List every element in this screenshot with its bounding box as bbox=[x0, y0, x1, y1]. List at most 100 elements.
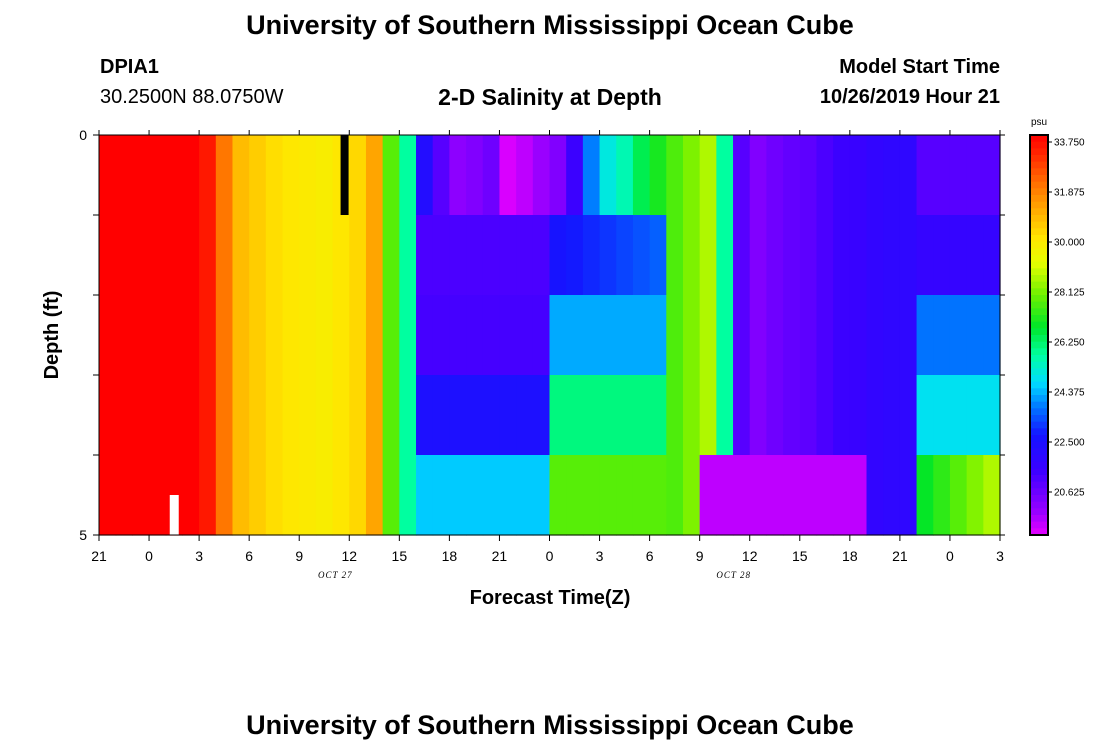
heatmap-cell bbox=[549, 135, 567, 216]
heatmap-cell bbox=[883, 455, 901, 536]
heatmap-cell bbox=[716, 375, 734, 456]
heatmap-cell bbox=[449, 455, 467, 536]
colorbar-swatch bbox=[1030, 228, 1048, 236]
heatmap-cell bbox=[799, 295, 818, 376]
heatmap-cell bbox=[799, 375, 818, 456]
colorbar-swatch bbox=[1030, 415, 1048, 423]
heatmap-cell bbox=[733, 135, 751, 216]
heatmap-cell bbox=[949, 455, 968, 536]
colorbar-frame bbox=[1029, 134, 1049, 536]
heatmap-cell bbox=[132, 375, 150, 456]
heatmap-cell bbox=[699, 455, 717, 536]
heatmap-cell bbox=[883, 375, 901, 456]
heatmap-cell bbox=[416, 455, 434, 536]
heatmap-cell bbox=[232, 375, 250, 456]
colorbar-swatch bbox=[1030, 508, 1048, 516]
heatmap-cell bbox=[482, 375, 501, 456]
heatmap-cell bbox=[365, 375, 384, 456]
heatmap-cell bbox=[215, 295, 234, 376]
heatmap-cell bbox=[799, 215, 818, 296]
heatmap-cell bbox=[749, 215, 768, 296]
colorbar-swatch bbox=[1030, 221, 1048, 229]
colorbar-swatch bbox=[1030, 348, 1048, 356]
heatmap-cell bbox=[232, 295, 250, 376]
heatmap-cell bbox=[682, 295, 701, 376]
heatmap-cell bbox=[115, 455, 133, 536]
heatmap-cell bbox=[649, 215, 667, 296]
x-tick-label: 21 bbox=[91, 548, 107, 564]
heatmap-cell bbox=[315, 375, 334, 456]
colorbar-swatch bbox=[1030, 481, 1048, 489]
heatmap-cell bbox=[182, 135, 200, 216]
heatmap-cell bbox=[716, 135, 734, 216]
colorbar-swatch bbox=[1030, 401, 1048, 409]
heatmap-cell bbox=[399, 375, 417, 456]
heatmap-cell bbox=[816, 215, 834, 296]
heatmap-cell bbox=[432, 135, 450, 216]
colorbar-swatch bbox=[1030, 361, 1048, 369]
x-tick-label: 21 bbox=[892, 548, 908, 564]
heatmap-cell bbox=[365, 455, 384, 536]
heatmap-cell bbox=[282, 135, 300, 216]
heatmap-cell bbox=[265, 455, 284, 536]
heatmap-cell bbox=[416, 135, 434, 216]
colorbar-swatch bbox=[1030, 141, 1048, 149]
heatmap-cell bbox=[466, 295, 484, 376]
heatmap-cell bbox=[365, 295, 384, 376]
heatmap-cell bbox=[532, 215, 551, 296]
colorbar-swatch bbox=[1030, 181, 1048, 189]
heatmap-cell bbox=[983, 135, 1001, 216]
heatmap-cell bbox=[783, 375, 801, 456]
heatmap-cell bbox=[382, 375, 400, 456]
heatmap-cell bbox=[215, 375, 234, 456]
colorbar-swatch bbox=[1030, 155, 1048, 163]
colorbar-swatch bbox=[1030, 188, 1048, 196]
heatmap-cell bbox=[949, 295, 968, 376]
heatmap-cell bbox=[916, 295, 934, 376]
heatmap-cell bbox=[566, 135, 584, 216]
x-tick-label: 15 bbox=[792, 548, 808, 564]
heatmap-cell bbox=[532, 295, 551, 376]
heatmap-cell bbox=[315, 215, 334, 296]
heatmap-cell bbox=[599, 375, 617, 456]
heatmap-cell bbox=[215, 135, 234, 216]
x-tick-label: 0 bbox=[946, 548, 954, 564]
colorbar-swatch bbox=[1030, 455, 1048, 463]
heatmap-cell bbox=[899, 135, 918, 216]
heatmap-cell bbox=[516, 455, 534, 536]
heatmap-cell bbox=[382, 135, 400, 216]
heatmap-cell bbox=[99, 215, 117, 296]
heatmap-cell bbox=[966, 375, 984, 456]
heatmap-cell bbox=[566, 215, 584, 296]
heatmap-cell bbox=[416, 375, 434, 456]
colorbar-swatch bbox=[1030, 335, 1048, 343]
colorbar-swatch bbox=[1030, 341, 1048, 349]
heatmap-cell bbox=[899, 295, 918, 376]
heatmap-cell bbox=[866, 215, 884, 296]
chart-axes: 21 0 3 6 9 12 15 18 21 0 3 6 9 12 15 18 21 0 3 OCT 27 OCT 28… bbox=[41, 127, 1005, 609]
colorbar-swatch bbox=[1030, 435, 1048, 443]
heatmap-cell bbox=[682, 215, 701, 296]
x-tick-label: 18 bbox=[442, 548, 458, 564]
heatmap-cell bbox=[165, 215, 184, 296]
heatmap-cell bbox=[349, 375, 367, 456]
heatmap-cell bbox=[816, 295, 834, 376]
colorbar-swatch bbox=[1030, 275, 1048, 283]
heatmap-cell bbox=[983, 295, 1001, 376]
heatmap-cell bbox=[282, 295, 300, 376]
heatmap-cell bbox=[149, 375, 167, 456]
colorbar-swatch bbox=[1030, 208, 1048, 216]
heatmap-cell bbox=[115, 375, 133, 456]
heatmap-cell bbox=[332, 375, 350, 456]
heatmap-cell bbox=[149, 455, 167, 536]
heatmap-cell bbox=[449, 215, 467, 296]
heatmap-cell bbox=[499, 375, 517, 456]
colorbar-swatch bbox=[1030, 428, 1048, 436]
heatmap-cell bbox=[132, 455, 150, 536]
colorbar-swatch bbox=[1030, 195, 1048, 203]
heatmap-cell bbox=[249, 375, 267, 456]
colorbar-swatch bbox=[1030, 495, 1048, 503]
heatmap-cell bbox=[132, 135, 150, 216]
heatmap-cell bbox=[966, 215, 984, 296]
colorbar-swatch bbox=[1030, 468, 1048, 476]
